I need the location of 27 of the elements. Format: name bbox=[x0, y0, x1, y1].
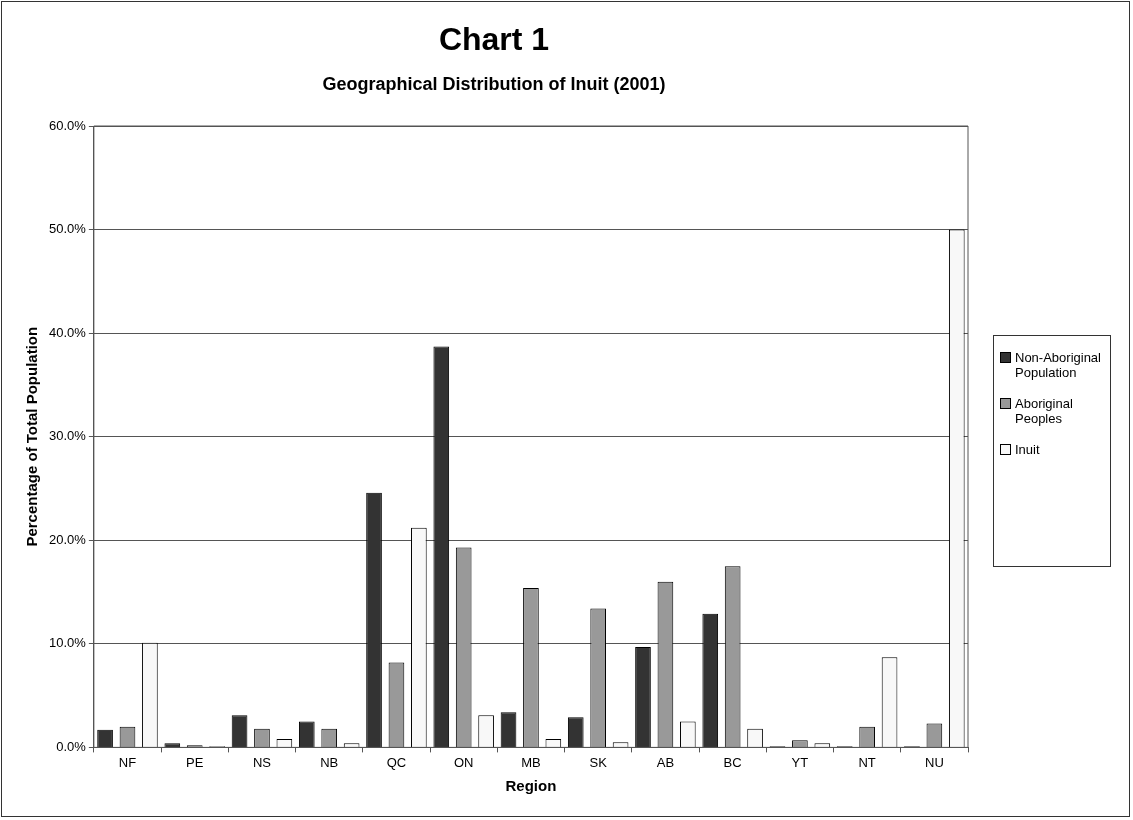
x-tick-label: AB bbox=[656, 754, 675, 770]
x-tick-label: NF bbox=[118, 754, 137, 770]
x-tick-label: MB bbox=[521, 754, 541, 770]
chart-subtitle: Geographical Distribution of Inuit (2001) bbox=[322, 74, 666, 95]
x-tick-label: NT bbox=[858, 754, 876, 770]
x-tick-label: QC bbox=[386, 754, 407, 770]
y-tick-label: 40.0% bbox=[48, 324, 87, 340]
y-axis-title: Percentage of Total Population bbox=[23, 326, 41, 547]
x-tick-label: ON bbox=[453, 754, 474, 770]
x-tick-label: YT bbox=[791, 754, 809, 770]
x-tick-label: BC bbox=[723, 754, 742, 770]
y-tick-label: 0.0% bbox=[56, 738, 87, 754]
y-tick-label: 50.0% bbox=[48, 221, 87, 237]
legend-label: Aboriginal Peoples bbox=[1015, 396, 1074, 426]
x-axis-title: Region bbox=[505, 777, 557, 795]
legend-label: Non-Aboriginal Population bbox=[1015, 350, 1102, 380]
y-tick-label: 30.0% bbox=[48, 428, 87, 444]
x-tick-label: NS bbox=[252, 754, 272, 770]
x-tick-label: NU bbox=[924, 754, 944, 770]
chart-title: Chart 1 bbox=[438, 21, 550, 58]
x-tick-label: PE bbox=[186, 754, 204, 770]
y-tick-label: 20.0% bbox=[48, 531, 87, 547]
x-tick-label: NB bbox=[320, 754, 339, 770]
y-tick-label: 10.0% bbox=[48, 635, 87, 651]
y-tick-label: 60.0% bbox=[48, 117, 87, 133]
legend-label: Inuit bbox=[1015, 442, 1040, 457]
x-tick-label: SK bbox=[589, 754, 608, 770]
